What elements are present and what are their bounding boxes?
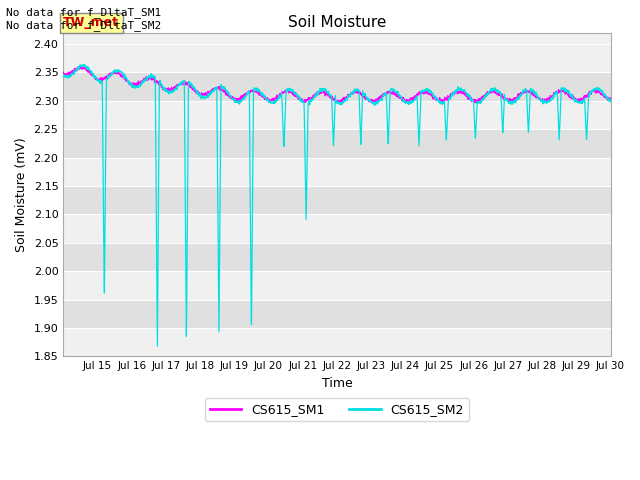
Text: No data for f_DltaT_SM2: No data for f_DltaT_SM2: [6, 20, 162, 31]
Legend: CS615_SM1, CS615_SM2: CS615_SM1, CS615_SM2: [205, 398, 469, 421]
Title: Soil Moisture: Soil Moisture: [288, 15, 386, 30]
Bar: [63, 300, 611, 328]
Bar: [63, 186, 611, 215]
Bar: [63, 328, 611, 356]
Y-axis label: Soil Moisture (mV): Soil Moisture (mV): [15, 137, 28, 252]
Bar: [63, 44, 611, 72]
Text: No data for f_DltaT_SM1: No data for f_DltaT_SM1: [6, 7, 162, 18]
Bar: [63, 243, 611, 271]
Bar: [63, 215, 611, 243]
Text: TW_met: TW_met: [63, 16, 119, 29]
Bar: [63, 101, 611, 129]
Bar: [63, 157, 611, 186]
Bar: [63, 129, 611, 157]
Bar: [63, 271, 611, 300]
X-axis label: Time: Time: [321, 377, 352, 390]
Bar: [63, 72, 611, 101]
